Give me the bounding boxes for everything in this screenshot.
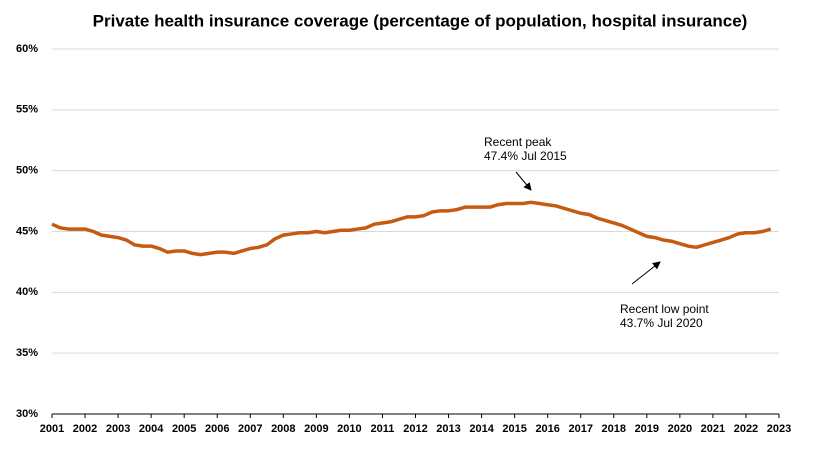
x-tick-label: 2002 [73,423,97,435]
x-tick-label: 2010 [337,423,361,435]
annotation: Recent low point [620,302,709,316]
x-tick-label: 2019 [635,423,659,435]
annotation: Recent peak [484,135,552,149]
y-tick-label: 50% [16,165,38,177]
x-tick-label: 2021 [701,423,725,435]
y-tick-label: 60% [16,43,38,55]
peak-arrow [515,171,532,191]
x-tick-label: 2009 [304,423,328,435]
x-tick-label: 2020 [668,423,692,435]
chart-title: Private health insurance coverage (perce… [93,11,748,30]
x-tick-label: 2023 [767,423,791,435]
y-tick-label: 30% [16,408,38,420]
x-tick-label: 2014 [469,423,494,435]
y-tick-label: 40% [16,286,38,298]
x-tick-label: 2001 [40,423,64,435]
x-tick-label: 2013 [436,423,460,435]
low-arrow [631,261,661,285]
x-tick-label: 2018 [602,423,626,435]
y-tick-label: 55% [16,104,38,116]
x-tick-label: 2015 [502,423,526,435]
x-tick-label: 2022 [734,423,758,435]
series-line [51,200,772,257]
y-tick-label: 35% [16,347,38,359]
y-tick-label: 45% [16,225,38,237]
annotation: 43.7% Jul 2020 [620,316,703,330]
x-tick-label: 2008 [271,423,295,435]
x-tick-label: 2005 [172,423,196,435]
x-tick-label: 2016 [535,423,559,435]
x-tick-label: 2006 [205,423,229,435]
x-tick-label: 2004 [139,423,164,435]
x-tick-label: 2007 [238,423,262,435]
x-tick-label: 2003 [106,423,130,435]
x-tick-label: 2012 [403,423,427,435]
annotation: 47.4% Jul 2015 [484,149,567,163]
x-tick-label: 2017 [568,423,592,435]
x-tick-label: 2011 [371,423,395,435]
